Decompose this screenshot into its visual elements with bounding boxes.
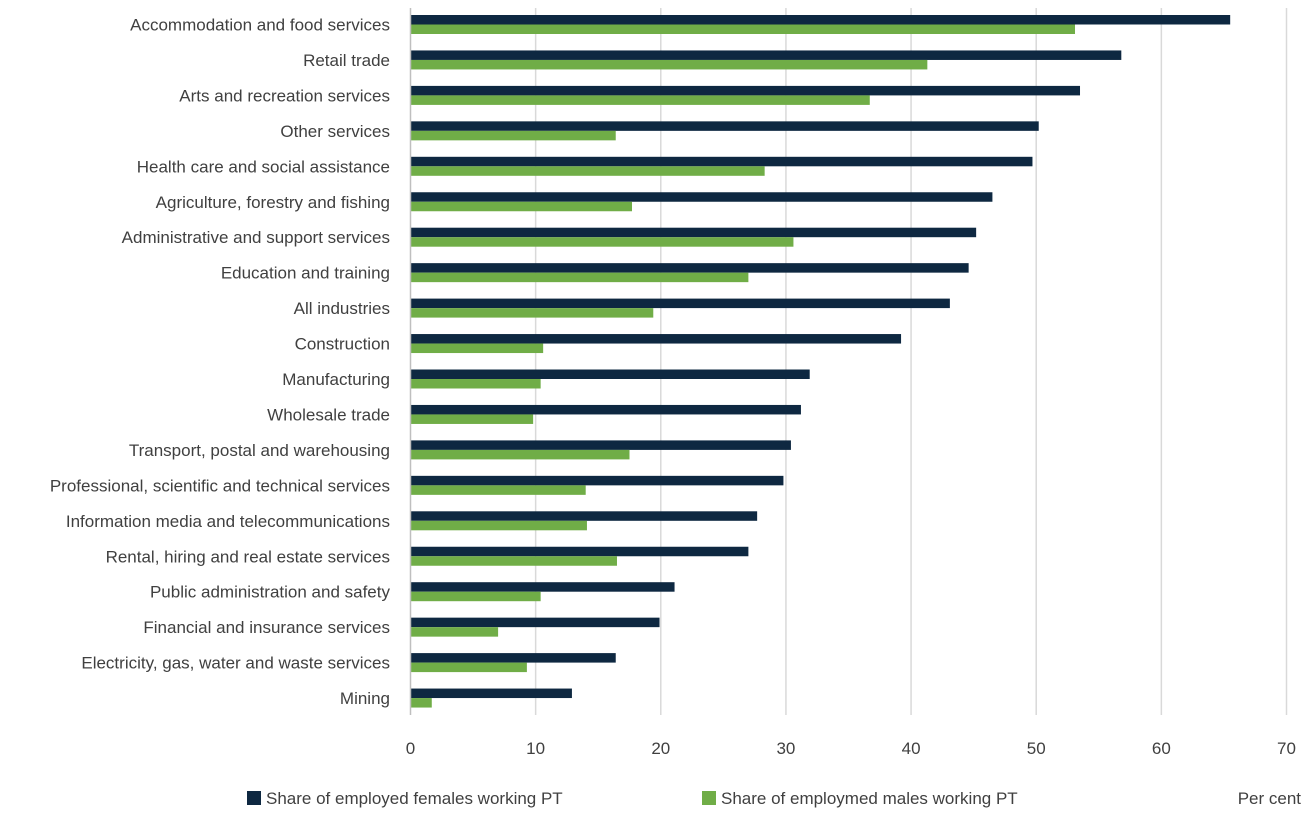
category-label: Financial and insurance services	[143, 618, 390, 637]
category-label: Manufacturing	[282, 370, 390, 389]
bar-females	[410, 15, 1231, 25]
bar-females	[410, 546, 749, 557]
x-axis-label: Per cent	[1238, 789, 1302, 808]
bar-females	[410, 50, 1122, 60]
bar-females	[410, 263, 969, 273]
bar-males	[410, 485, 586, 495]
bar-females	[410, 582, 675, 592]
bar-males	[410, 59, 928, 70]
category-label: Electricity, gas, water and waste servic…	[81, 654, 390, 673]
bar-males	[410, 308, 654, 318]
x-tick-label: 30	[776, 739, 795, 758]
category-label: Information media and telecommunications	[66, 512, 390, 531]
bar-females	[410, 298, 950, 309]
category-label: Transport, postal and warehousing	[129, 441, 390, 460]
legend-label: Share of employmed males working PT	[721, 789, 1018, 808]
category-label: All industries	[294, 299, 390, 318]
bar-females	[410, 369, 810, 379]
bar-females	[410, 688, 572, 699]
legend-swatch	[247, 791, 261, 805]
legend-swatch	[702, 791, 716, 805]
gridlines	[534, 8, 1288, 715]
bar-females	[410, 440, 791, 450]
x-tick-label: 60	[1152, 739, 1171, 758]
legend-label: Share of employed females working PT	[266, 789, 563, 808]
bar-males	[410, 343, 544, 354]
bar-males	[410, 201, 633, 212]
category-label: Rental, hiring and real estate services	[106, 547, 390, 566]
legend: Share of employed females working PT Shar…	[247, 789, 1018, 808]
tick-labels: 0 10 20 30 40 50 60 70	[406, 739, 1296, 758]
bar-males	[410, 24, 1076, 34]
category-label: Wholesale trade	[267, 405, 390, 424]
bar-females	[410, 617, 660, 628]
bar-males	[410, 449, 630, 460]
bar-males	[410, 556, 617, 566]
bar-females	[410, 511, 758, 521]
bars	[410, 15, 1231, 708]
category-label: Education and training	[221, 264, 390, 283]
bar-males	[410, 698, 432, 708]
category-label: Mining	[340, 689, 390, 708]
bar-females	[410, 121, 1039, 131]
category-label: Public administration and safety	[150, 583, 391, 602]
category-label: Administrative and support services	[122, 228, 390, 247]
bar-females	[410, 475, 784, 486]
bar-males	[410, 520, 587, 531]
category-labels: Accommodation and food services Retail tr…	[50, 16, 391, 709]
bar-females	[410, 156, 1033, 167]
bar-males	[410, 237, 794, 247]
category-label: Retail trade	[303, 51, 390, 70]
bar-females	[410, 227, 977, 238]
bar-females	[410, 192, 993, 202]
category-label: Arts and recreation services	[179, 86, 390, 105]
x-tick-label: 70	[1277, 739, 1296, 758]
bar-males	[410, 662, 527, 673]
bar-females	[410, 85, 1081, 96]
bar-males	[410, 166, 765, 176]
bar-males	[410, 130, 616, 141]
x-tick-label: 10	[526, 739, 545, 758]
bar-males	[410, 591, 541, 602]
bar-males	[410, 379, 541, 389]
bar-males	[410, 627, 499, 637]
bar-females	[410, 404, 801, 415]
category-label: Accommodation and food services	[130, 16, 390, 35]
x-tick-label: 20	[651, 739, 670, 758]
category-label: Professional, scientific and technical s…	[50, 476, 390, 495]
x-tick-label: 40	[902, 739, 921, 758]
bar-males	[410, 414, 534, 424]
x-tick-label: 0	[406, 739, 415, 758]
category-label: Other services	[280, 122, 390, 141]
bar-males	[410, 272, 749, 283]
bar-females	[410, 653, 616, 663]
category-label: Construction	[295, 335, 390, 354]
x-tick-label: 50	[1027, 739, 1046, 758]
bar-males	[410, 95, 870, 105]
category-label: Agriculture, forestry and fishing	[156, 193, 390, 212]
bar-females	[410, 334, 902, 344]
category-label: Health care and social assistance	[137, 157, 390, 176]
